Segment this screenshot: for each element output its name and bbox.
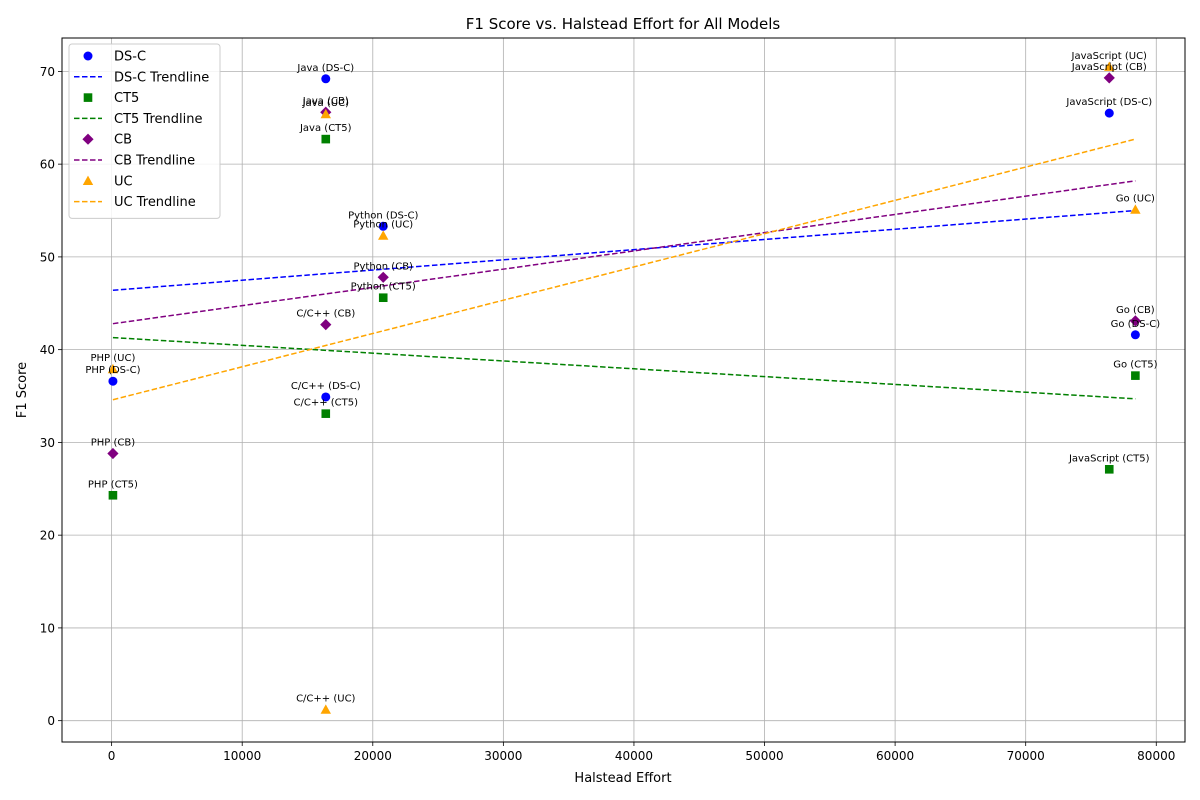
ds-c-point-javascript-ds-c [1104, 108, 1114, 118]
legend-label-ct5-trendline: CT5 Trendline [114, 112, 202, 127]
legend-marker-ds-c [83, 51, 93, 61]
annotation-python-ds-c: Python (DS-C) [348, 210, 418, 221]
annotation-c-c-cb: C/C++ (CB) [296, 309, 355, 320]
x-tick-label: 70000 [1007, 749, 1045, 763]
annotation-java-cb: Java (CB) [302, 96, 349, 107]
annotation-php-cb: PHP (CB) [91, 438, 136, 449]
x-tick-label: 80000 [1137, 749, 1175, 763]
legend-label-cb: CB [114, 133, 132, 148]
legend-label-ct5: CT5 [114, 91, 139, 106]
cb-point-php-cb [107, 447, 119, 460]
ds-c-trendline [112, 209, 1136, 292]
annotation-go-cb: Go (CB) [1116, 305, 1155, 316]
annotation-php-ct5: PHP (CT5) [88, 479, 138, 490]
chart-title: F1 Score vs. Halstead Effort for All Mod… [466, 15, 781, 33]
cb-point-javascript-cb [1103, 72, 1115, 84]
cb-trendline [112, 180, 1136, 325]
uc-point-python-uc [378, 230, 389, 240]
annotation-java-ds-c: Java (DS-C) [296, 63, 354, 74]
x-tick-label: 0 [108, 749, 116, 763]
legend-label-uc: UC [114, 174, 133, 189]
y-axis-ticks: 0 10 20 30 40 50 60 70 [40, 65, 62, 728]
ds-c-point-php-ds-c [108, 376, 118, 386]
y-axis-label: F1 Score [15, 362, 30, 418]
ct5-point-go-ct5 [1131, 371, 1140, 380]
cb-point-go-cb [1129, 315, 1141, 327]
annotation-c-c-ds-c: C/C++ (DS-C) [291, 381, 361, 392]
annotation-go-ds-c: Go (DS-C) [1111, 319, 1161, 330]
point-annotations: PHP (DS-C) C/C++ (DS-C) Java (DS-C) Python … [85, 51, 1160, 705]
y-tick-label: 50 [40, 250, 55, 264]
uc-point-go-uc [1130, 204, 1141, 214]
annotation-java-uc: Java (UC) [302, 98, 350, 109]
annotation-python-uc: Python (UC) [353, 220, 413, 231]
annotation-java-ct5: Java (CT5) [299, 123, 352, 134]
ct5-point-php-ct5 [108, 490, 118, 500]
x-tick-label: 60000 [876, 749, 914, 763]
annotation-c-c-uc: C/C++ (UC) [296, 694, 355, 705]
x-tick-label: 20000 [354, 749, 392, 763]
legend-marker-ct5 [83, 93, 93, 102]
legend-label-cb-trendline: CB Trendline [114, 154, 195, 169]
y-tick-label: 40 [40, 343, 55, 357]
x-tick-label: 40000 [615, 749, 653, 763]
uc-point-javascript-uc [1104, 61, 1115, 71]
x-axis-label: Halstead Effort [574, 771, 671, 786]
annotation-go-ct5: Go (CT5) [1113, 360, 1157, 371]
legend: DS-C DS-C Trendline CT5 CT5 Trendline CB CB T… [68, 43, 221, 219]
ct5-point-javascript-ct5 [1104, 465, 1114, 474]
y-tick-label: 0 [47, 714, 55, 728]
cb-point-python-cb [377, 271, 389, 283]
y-tick-label: 10 [40, 621, 55, 635]
annotation-c-c-ct5: C/C++ (CT5) [294, 398, 359, 409]
annotation-php-ds-c: PHP (DS-C) [85, 365, 140, 376]
annotation-python-ct5: Python (CT5) [351, 282, 416, 293]
y-tick-label: 70 [40, 65, 55, 79]
y-tick-label: 60 [40, 158, 55, 172]
cb-point-c-c-cb [320, 319, 332, 331]
y-tick-label: 30 [40, 436, 55, 450]
legend-marker-uc [82, 175, 94, 185]
ct5-point-python-ct5 [378, 293, 388, 303]
plot-frame [61, 37, 1186, 743]
legend-box [68, 43, 221, 219]
annotation-javascript-ds-c: JavaScript (DS-C) [1065, 97, 1152, 108]
uc-point-c-c-uc [320, 704, 331, 714]
ds-c-point-c-c-ds-c [321, 392, 331, 402]
ct5-trendline [112, 336, 1136, 400]
x-tick-label: 10000 [223, 749, 261, 763]
annotation-go-uc: Go (UC) [1116, 194, 1155, 205]
legend-label-uc-trendline: UC Trendline [114, 195, 196, 210]
x-axis-ticks: 0 10000 20000 30000 40000 50000 60000 70000 8000… [108, 742, 1175, 763]
legend-marker-cb [82, 133, 94, 145]
legend-label-ds-c: DS-C [114, 50, 146, 65]
ds-c-point-go-ds-c [1130, 330, 1140, 340]
annotation-python-cb: Python (CB) [353, 261, 413, 272]
annotation-javascript-uc: JavaScript (UC) [1071, 51, 1148, 62]
annotation-javascript-ct5: JavaScript (CT5) [1068, 453, 1150, 464]
ct5-point-java-ct5 [321, 134, 331, 144]
uc-point-php-uc [107, 363, 119, 374]
uc-point-java-uc [320, 108, 331, 119]
trendlines [112, 138, 1136, 401]
ds-c-point-java-ds-c [321, 74, 331, 84]
annotation-php-uc: PHP (UC) [90, 353, 135, 364]
annotation-javascript-cb: JavaScript (CB) [1071, 62, 1147, 73]
data-points [107, 61, 1141, 714]
grid [62, 38, 1185, 742]
ct5-point-c-c-ct5 [321, 409, 331, 418]
x-tick-label: 50000 [745, 749, 783, 763]
ds-c-point-python-ds-c [378, 221, 388, 231]
legend-label-ds-c-trendline: DS-C Trendline [114, 70, 209, 85]
y-tick-label: 20 [40, 529, 55, 543]
x-tick-label: 30000 [484, 749, 522, 763]
